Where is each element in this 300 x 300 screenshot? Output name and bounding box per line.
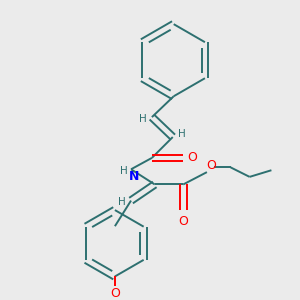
Text: H: H — [118, 197, 125, 208]
Text: O: O — [207, 159, 217, 172]
Text: O: O — [110, 287, 120, 300]
Text: H: H — [178, 129, 186, 139]
Text: O: O — [178, 215, 188, 228]
Text: O: O — [188, 152, 198, 164]
Text: H: H — [139, 114, 146, 124]
Text: N: N — [129, 170, 139, 183]
Text: H: H — [120, 166, 127, 176]
